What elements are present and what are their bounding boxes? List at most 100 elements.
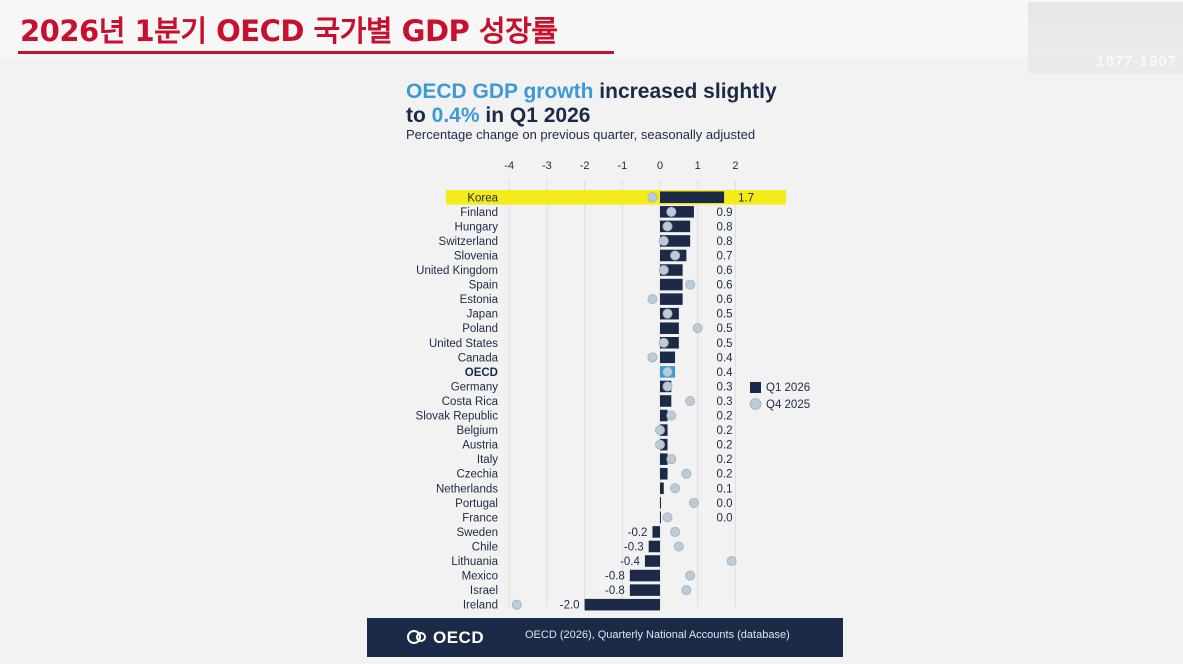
- bar-costa-rica: [660, 395, 672, 407]
- headline-part1: OECD GDP growth: [406, 80, 594, 103]
- category-label-belgium: Belgium: [456, 425, 498, 437]
- dot-spain: [685, 279, 696, 290]
- category-label-mexico: Mexico: [462, 571, 498, 583]
- value-label-united-states: 0.5: [717, 338, 733, 350]
- oecd-logo-icon: [407, 629, 429, 647]
- legend-swatch-dot: [749, 398, 762, 410]
- bar-hungary: [660, 220, 691, 233]
- bar-estonia: [660, 293, 683, 305]
- legend-label: Q4 2025: [766, 399, 810, 411]
- x-tick-label: -4: [504, 160, 514, 172]
- category-label-poland: Poland: [462, 323, 498, 335]
- value-label-switzerland: 0.8: [717, 236, 733, 248]
- dot-israel: [681, 585, 692, 596]
- dot-belgium: [654, 425, 665, 436]
- category-label-austria: Austria: [462, 440, 498, 452]
- category-label-canada: Canada: [458, 352, 499, 364]
- value-label-slovak-republic: 0.2: [717, 411, 733, 423]
- category-label-israel: Israel: [470, 585, 498, 597]
- oecd-logo: OECD: [407, 628, 484, 648]
- footer-source: OECD (2026), Quarterly National Accounts…: [525, 629, 790, 641]
- category-label-czechia: Czechia: [456, 469, 498, 481]
- bar-finland: [660, 206, 694, 218]
- category-label-united-kingdom: United Kingdom: [416, 265, 498, 277]
- dot-estonia: [647, 294, 658, 305]
- dot-sweden: [670, 526, 681, 537]
- bar-spain: [660, 278, 683, 291]
- bar-poland: [660, 322, 679, 334]
- value-label-slovenia: 0.7: [717, 250, 733, 262]
- dot-portugal: [688, 497, 699, 508]
- dot-canada: [647, 352, 658, 363]
- category-label-slovenia: Slovenia: [454, 250, 499, 262]
- value-label-finland: 0.9: [717, 207, 733, 219]
- bar-canada: [660, 351, 676, 364]
- headline-part4: 0.4%: [431, 104, 480, 127]
- category-label-france: France: [462, 512, 498, 524]
- chart-subtitle: Percentage change on previous quarter, s…: [406, 127, 756, 142]
- category-label-spain: Spain: [469, 280, 498, 292]
- bar-united-kingdom: [660, 264, 683, 276]
- x-tick-label: -1: [617, 160, 627, 172]
- chart-headline: OECD GDP growth increased slightly to 0.…: [406, 80, 836, 128]
- category-label-slovak-republic: Slovak Republic: [416, 411, 499, 423]
- value-label-costa-rica: 0.3: [717, 396, 733, 408]
- value-label-italy: 0.2: [717, 454, 733, 466]
- bar-italy: [660, 453, 668, 465]
- dot-france: [662, 512, 673, 523]
- legend-swatch-bar: [750, 382, 761, 393]
- dot-germany: [662, 381, 673, 392]
- value-label-oecd: 0.4: [717, 367, 734, 379]
- bar-ireland: [584, 598, 660, 611]
- value-label-estonia: 0.6: [717, 294, 733, 306]
- broadcast-watermark: 1877-1907: [1028, 2, 1183, 74]
- value-label-czechia: 0.2: [717, 469, 733, 481]
- headline-part3: to: [406, 104, 432, 127]
- x-tick-label: -2: [580, 160, 590, 172]
- value-label-israel: -0.8: [605, 585, 625, 597]
- page-title: 2026년 1분기 OECD 국가별 GDP 성장률: [20, 14, 558, 48]
- gdp-growth-chart: -4 -3 -2 -1 0 1 2 Korea 1.7 Finland 0.9 Hungary 0.8 S…: [416, 160, 811, 612]
- dot-korea: [647, 192, 658, 203]
- category-label-korea: Korea: [467, 192, 498, 204]
- category-label-chile: Chile: [472, 541, 498, 553]
- dot-netherlands: [670, 483, 681, 494]
- bar-korea: [660, 191, 725, 204]
- category-label-united-states: United States: [429, 338, 498, 350]
- dot-ireland: [511, 599, 522, 610]
- x-tick-label: -3: [542, 160, 552, 172]
- value-label-mexico: -0.8: [605, 571, 625, 583]
- category-label-oecd: OECD: [465, 367, 498, 379]
- x-tick-label: 1: [695, 160, 701, 172]
- value-label-poland: 0.5: [717, 323, 733, 335]
- category-label-germany: Germany: [451, 381, 499, 393]
- bar-switzerland: [660, 235, 691, 247]
- headline-part2: increased slightly: [593, 80, 777, 103]
- value-label-korea: 1.7: [738, 192, 754, 204]
- dot-japan: [662, 308, 673, 319]
- bar-portugal: [660, 497, 661, 509]
- headline-part5: in Q1 2026: [479, 104, 591, 127]
- dot-lithuania: [726, 556, 737, 567]
- bar-sweden: [652, 526, 660, 538]
- oecd-logo-text: OECD: [433, 628, 485, 647]
- category-label-hungary: Hungary: [455, 221, 499, 233]
- category-label-ireland: Ireland: [463, 600, 498, 612]
- value-label-spain: 0.6: [717, 280, 733, 292]
- bar-israel: [629, 584, 660, 596]
- value-label-united-kingdom: 0.6: [717, 265, 733, 277]
- dot-hungary: [662, 221, 673, 232]
- dot-slovak-republic: [666, 410, 677, 421]
- bar-lithuania: [644, 555, 660, 567]
- value-label-ireland: -2.0: [560, 600, 580, 612]
- value-label-hungary: 0.8: [717, 221, 733, 233]
- title-underline: [18, 51, 614, 54]
- category-label-italy: Italy: [477, 454, 498, 466]
- legend-label: Q1 2026: [766, 382, 810, 394]
- bar-united-states: [660, 337, 679, 349]
- watermark-text: 1877-1907: [1096, 53, 1177, 70]
- value-label-chile: -0.3: [624, 541, 644, 553]
- dot-finland: [666, 206, 677, 217]
- category-label-finland: Finland: [460, 207, 498, 219]
- header: 2026년 1분기 OECD 국가별 GDP 성장률: [0, 0, 1183, 58]
